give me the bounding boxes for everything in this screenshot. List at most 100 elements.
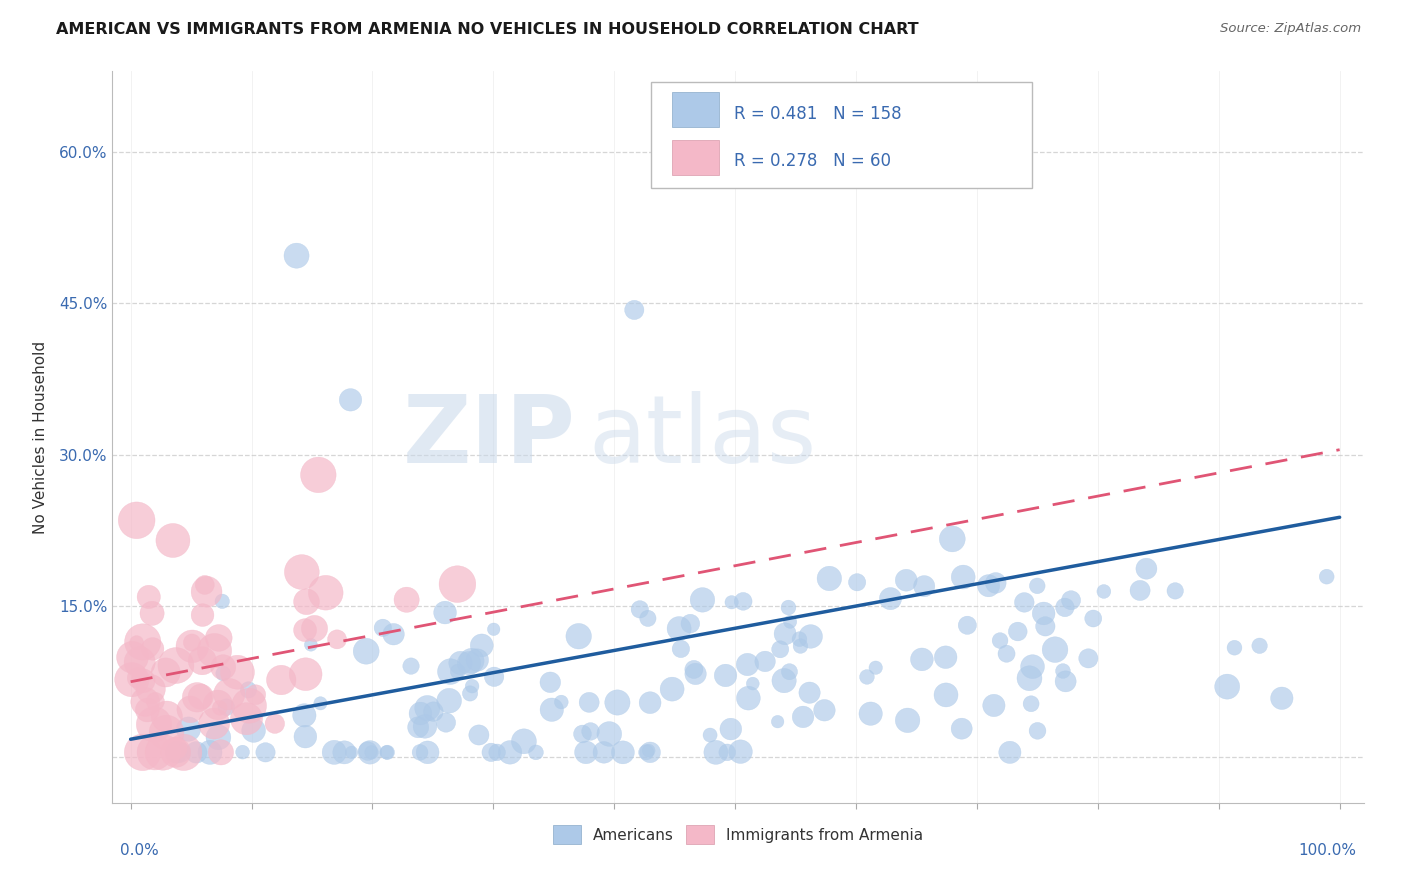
Point <box>208 631 231 645</box>
Point <box>692 593 714 607</box>
Point <box>669 641 692 656</box>
Point <box>186 745 208 759</box>
Point <box>513 734 536 748</box>
Point <box>434 715 457 730</box>
Point <box>211 594 233 608</box>
Point <box>800 630 823 644</box>
Point <box>499 745 522 759</box>
Point <box>887 132 910 146</box>
Point <box>779 615 801 629</box>
Point <box>304 622 326 636</box>
Point <box>1007 624 1029 639</box>
Point <box>139 682 162 697</box>
Point <box>636 745 658 759</box>
Text: 0.0%: 0.0% <box>120 843 159 858</box>
Point <box>846 575 869 590</box>
Point <box>799 686 821 700</box>
Point <box>479 745 502 759</box>
Point <box>524 745 547 759</box>
Point <box>291 565 314 579</box>
Point <box>468 728 491 742</box>
Text: AMERICAN VS IMMIGRANTS FROM ARMENIA NO VEHICLES IN HOUSEHOLD CORRELATION CHART: AMERICAN VS IMMIGRANTS FROM ARMENIA NO V… <box>56 22 920 37</box>
Point <box>195 584 218 599</box>
Point <box>538 675 561 690</box>
Point <box>699 728 721 742</box>
Point <box>769 642 792 657</box>
Point <box>606 696 628 710</box>
Point <box>204 643 226 657</box>
Point <box>226 665 249 680</box>
Point <box>395 592 418 607</box>
Point <box>458 686 481 700</box>
Point <box>191 654 214 668</box>
Point <box>125 635 148 649</box>
Point <box>169 745 191 759</box>
Point <box>685 667 707 681</box>
Point <box>399 659 422 673</box>
Point <box>371 621 394 635</box>
Point <box>1271 691 1294 706</box>
Point <box>638 696 661 710</box>
Point <box>1249 639 1271 653</box>
Point <box>865 661 887 675</box>
Point <box>1135 562 1157 576</box>
Point <box>125 513 148 527</box>
Point <box>950 722 973 736</box>
Point <box>152 745 174 759</box>
Point <box>598 727 620 741</box>
Point <box>416 701 439 715</box>
Point <box>173 745 195 759</box>
Point <box>141 607 163 621</box>
Point <box>232 745 254 759</box>
Point <box>737 657 759 672</box>
Point <box>679 616 702 631</box>
FancyBboxPatch shape <box>651 82 1032 188</box>
Point <box>285 249 308 263</box>
Point <box>447 665 470 679</box>
Point <box>177 722 200 736</box>
Point <box>202 716 225 731</box>
Point <box>422 705 444 719</box>
Point <box>467 653 489 667</box>
Point <box>450 656 472 670</box>
Point <box>186 690 208 705</box>
Point <box>714 668 737 682</box>
Point <box>359 745 381 759</box>
Point <box>143 717 166 731</box>
Point <box>661 682 683 697</box>
Point <box>235 712 257 726</box>
Point <box>571 727 593 741</box>
Point <box>568 629 591 643</box>
Point <box>792 710 814 724</box>
Point <box>131 745 153 759</box>
Point <box>716 745 738 759</box>
Point <box>879 591 901 606</box>
Point <box>207 731 229 745</box>
Point <box>720 595 742 609</box>
Point <box>212 666 235 681</box>
Point <box>575 745 598 759</box>
Point <box>1054 674 1077 689</box>
Point <box>1216 680 1239 694</box>
Point <box>218 687 240 701</box>
Point <box>983 698 1005 713</box>
Point <box>294 667 316 681</box>
Point <box>778 665 800 679</box>
Point <box>143 745 166 759</box>
Point <box>461 679 484 693</box>
Point <box>134 695 156 709</box>
Point <box>357 744 380 758</box>
Point <box>209 745 232 759</box>
Point <box>1223 640 1246 655</box>
Point <box>935 650 957 665</box>
Point <box>1083 611 1105 625</box>
Point <box>1052 664 1074 678</box>
Point <box>382 627 405 641</box>
Point <box>165 658 187 673</box>
Point <box>550 695 572 709</box>
Point <box>741 676 763 690</box>
Point <box>638 745 661 759</box>
Point <box>637 743 659 757</box>
Point <box>339 392 361 407</box>
Point <box>668 622 690 636</box>
